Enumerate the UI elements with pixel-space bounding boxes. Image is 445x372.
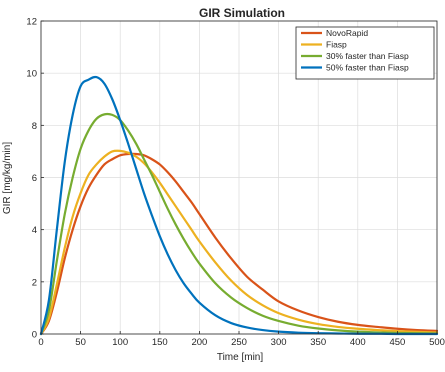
y-tick-label: 4	[32, 225, 37, 236]
fiasp-30-faster-line	[39, 112, 439, 336]
axis-ticks: 0 50 100 150 200 250 300 350 400 450 500 0 2 4 6 8 10 12	[26, 17, 445, 349]
legend-box	[295, 26, 435, 80]
x-tick-label: 500	[429, 337, 445, 348]
x-tick-label: 250	[231, 337, 247, 348]
y-tick-label: 8	[32, 121, 37, 132]
y-tick-label: 6	[32, 173, 37, 184]
x-axis-label: Time [min]	[217, 352, 264, 363]
chart-title: GIR Simulation	[199, 6, 285, 20]
x-tick-label: 450	[389, 337, 405, 348]
x-tick-label: 50	[75, 337, 86, 348]
x-tick-label: 350	[310, 337, 326, 348]
y-axis-label: GIR [mg/kg/min]	[2, 142, 13, 214]
y-tick-label: 12	[26, 17, 37, 28]
y-tick-label: 0	[32, 330, 37, 341]
x-tick-label: 300	[271, 337, 287, 348]
x-tick-label: 0	[38, 337, 43, 348]
legend-entry-label: 50% faster than Fiasp	[326, 63, 409, 73]
fiasp-line	[39, 149, 439, 336]
legend-entry-label: NovoRapid	[326, 28, 368, 38]
legend-entry-label: Fiasp	[326, 40, 347, 50]
x-tick-label: 150	[152, 337, 168, 348]
x-tick-label: 400	[350, 337, 366, 348]
y-tick-label: 10	[26, 69, 37, 80]
fiasp-50-faster-line	[39, 75, 439, 336]
legend-entry-label: 30% faster than Fiasp	[326, 51, 409, 61]
x-tick-label: 200	[191, 337, 207, 348]
y-tick-label: 2	[32, 277, 37, 288]
series-lines	[39, 75, 439, 336]
x-tick-label: 100	[112, 337, 128, 348]
novorapid-line	[39, 152, 439, 336]
